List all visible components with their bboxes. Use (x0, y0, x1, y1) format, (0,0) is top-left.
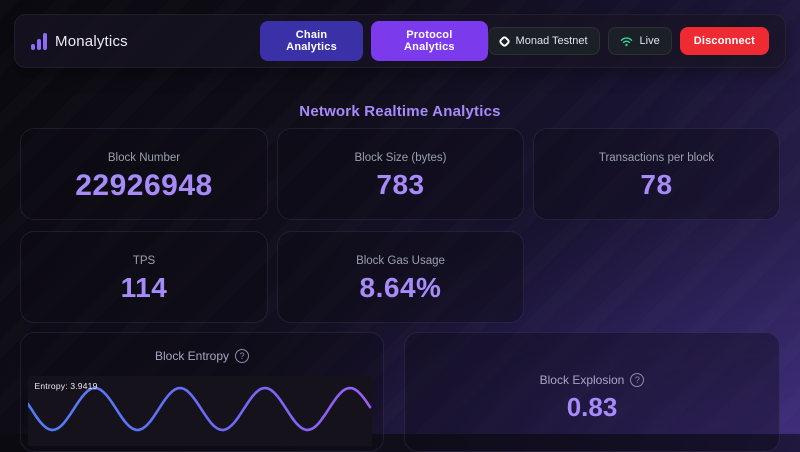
block-number-label: Block Number (107, 152, 181, 164)
block-explosion-title: Block Explosion (539, 373, 625, 387)
navbar-right-group: Monad Testnet Live Disconnect (487, 27, 769, 55)
entropy-overlay-label: Entropy: 3.9419 (34, 381, 98, 391)
tps-label: TPS (132, 255, 156, 267)
tx-per-block-label: Transactions per block (598, 152, 715, 164)
block-explosion-card: Block Explosion ? 0.83 (404, 332, 780, 452)
disconnect-button[interactable]: Disconnect (679, 27, 769, 55)
live-status-badge: Live (607, 27, 672, 55)
monad-logo-icon (497, 34, 511, 48)
gas-usage-value: 8.64% (359, 272, 442, 303)
brand-name: Monalytics (55, 32, 128, 50)
brand: Monalytics (31, 32, 128, 50)
block-number-card: Block Number 22926948 (20, 128, 268, 220)
network-badge-label: Monad Testnet (515, 35, 588, 47)
entropy-wave-path (27, 386, 371, 432)
tx-per-block-card: Transactions per block 78 (533, 128, 780, 220)
protocol-analytics-button[interactable]: Protocol Analytics (371, 21, 488, 61)
navbar: Monalytics Chain Analytics Protocol Anal… (14, 14, 786, 68)
entropy-wave-chart (27, 386, 371, 432)
live-badge-label: Live (639, 35, 660, 47)
wifi-icon (620, 37, 632, 47)
nav-group: Chain Analytics Protocol Analytics (259, 21, 488, 61)
gas-usage-label: Block Gas Usage (356, 255, 445, 267)
bar-chart-logo-icon (31, 32, 47, 50)
chain-analytics-button[interactable]: Chain Analytics (259, 21, 364, 61)
entropy-chart: Entropy: 3.9419 (27, 376, 372, 446)
block-size-value: 783 (376, 169, 425, 200)
block-size-label: Block Size (bytes) (354, 152, 447, 164)
tps-value: 114 (120, 272, 168, 303)
tps-card: TPS 114 (20, 231, 268, 323)
tx-per-block-value: 78 (640, 169, 673, 200)
page-title: Network Realtime Analytics (299, 103, 501, 120)
gas-usage-card: Block Gas Usage 8.64% (277, 231, 524, 323)
block-entropy-card: Block Entropy ? Entropy: 3.9419 (20, 332, 384, 452)
entropy-help-icon[interactable]: ? (235, 349, 250, 363)
block-number-value: 22926948 (75, 169, 213, 202)
block-explosion-value: 0.83 (566, 392, 618, 422)
explosion-help-icon[interactable]: ? (630, 373, 645, 387)
block-size-card: Block Size (bytes) 783 (277, 128, 524, 220)
block-entropy-title: Block Entropy (154, 349, 230, 363)
network-badge[interactable]: Monad Testnet (487, 27, 600, 55)
